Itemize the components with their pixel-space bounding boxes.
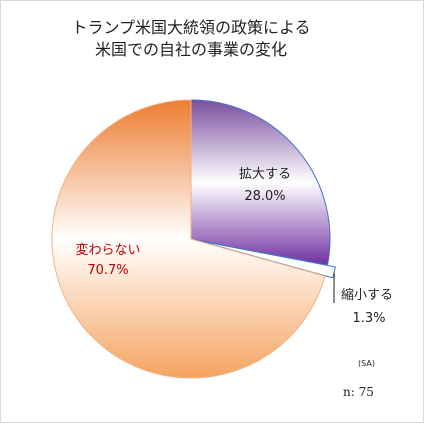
label-shrink-name: 縮小する (341, 287, 393, 303)
sa-note: (SA) (358, 359, 375, 368)
sample-size-note: n: 75 (343, 385, 374, 399)
label-shrink-value: 1.3% (352, 311, 385, 326)
label-expand-name: 拡大する (239, 167, 291, 182)
label-unchanged-name: 変わらない (75, 242, 140, 258)
slice-expand (191, 100, 330, 265)
label-expand-value: 28.0% (244, 189, 285, 204)
label-unchanged-value: 70.7% (87, 263, 128, 278)
